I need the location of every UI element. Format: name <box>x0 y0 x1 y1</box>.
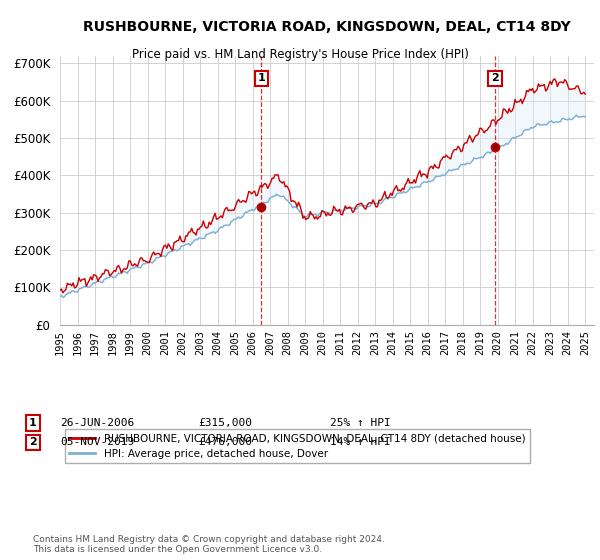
Text: Price paid vs. HM Land Registry's House Price Index (HPI): Price paid vs. HM Land Registry's House … <box>131 48 469 60</box>
Text: 05-NOV-2019: 05-NOV-2019 <box>60 437 134 447</box>
Text: 1: 1 <box>257 73 265 83</box>
Text: £476,000: £476,000 <box>198 437 252 447</box>
Text: 1: 1 <box>29 418 37 428</box>
Text: 2: 2 <box>491 73 499 83</box>
Text: 25% ↑ HPI: 25% ↑ HPI <box>330 418 391 428</box>
Text: 26-JUN-2006: 26-JUN-2006 <box>60 418 134 428</box>
Text: 14% ↑ HPI: 14% ↑ HPI <box>330 437 391 447</box>
Text: 2: 2 <box>29 437 37 447</box>
Text: £315,000: £315,000 <box>198 418 252 428</box>
Legend: RUSHBOURNE, VICTORIA ROAD, KINGSDOWN, DEAL, CT14 8DY (detached house), HPI: Aver: RUSHBOURNE, VICTORIA ROAD, KINGSDOWN, DE… <box>65 430 530 463</box>
Title: RUSHBOURNE, VICTORIA ROAD, KINGSDOWN, DEAL, CT14 8DY: RUSHBOURNE, VICTORIA ROAD, KINGSDOWN, DE… <box>83 20 571 34</box>
Text: Contains HM Land Registry data © Crown copyright and database right 2024.
This d: Contains HM Land Registry data © Crown c… <box>33 535 385 554</box>
